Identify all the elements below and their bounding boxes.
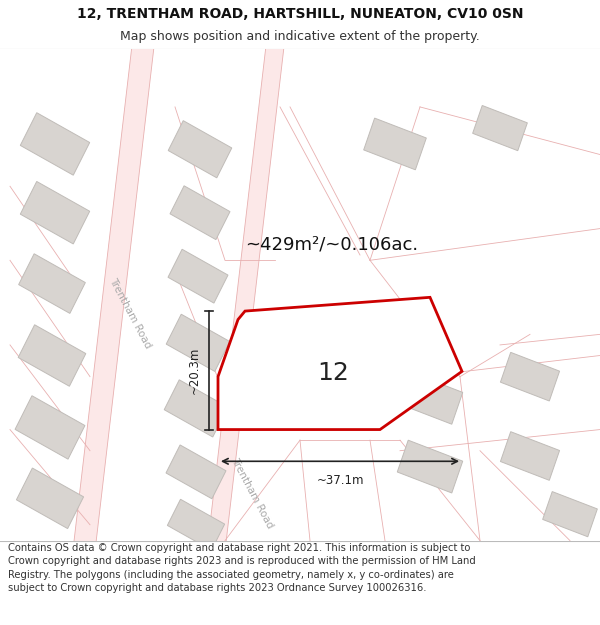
- Text: 12, TRENTHAM ROAD, HARTSHILL, NUNEATON, CV10 0SN: 12, TRENTHAM ROAD, HARTSHILL, NUNEATON, …: [77, 7, 523, 21]
- Polygon shape: [500, 352, 560, 401]
- Polygon shape: [20, 181, 90, 244]
- Polygon shape: [164, 380, 228, 437]
- Polygon shape: [166, 445, 226, 499]
- Polygon shape: [397, 440, 463, 493]
- Polygon shape: [19, 254, 85, 313]
- Polygon shape: [473, 106, 527, 151]
- Text: ~37.1m: ~37.1m: [316, 474, 364, 487]
- Text: Map shows position and indicative extent of the property.: Map shows position and indicative extent…: [120, 30, 480, 43]
- Text: Trentham Road: Trentham Road: [229, 456, 275, 530]
- Polygon shape: [15, 396, 85, 459]
- Polygon shape: [168, 249, 228, 303]
- Polygon shape: [167, 499, 224, 550]
- Polygon shape: [168, 121, 232, 178]
- Polygon shape: [166, 314, 230, 371]
- Polygon shape: [207, 36, 285, 551]
- Text: 12: 12: [317, 361, 349, 385]
- Polygon shape: [364, 118, 427, 170]
- Polygon shape: [542, 492, 598, 537]
- Polygon shape: [397, 371, 463, 424]
- Polygon shape: [20, 112, 90, 175]
- Polygon shape: [73, 36, 155, 551]
- Polygon shape: [500, 432, 560, 481]
- Polygon shape: [218, 298, 462, 429]
- Text: ~429m²/~0.106ac.: ~429m²/~0.106ac.: [245, 236, 418, 254]
- Text: ~20.3m: ~20.3m: [188, 347, 201, 394]
- Text: Contains OS data © Crown copyright and database right 2021. This information is : Contains OS data © Crown copyright and d…: [8, 543, 476, 592]
- Polygon shape: [16, 468, 83, 529]
- Text: Trentham Road: Trentham Road: [107, 276, 153, 350]
- Polygon shape: [170, 186, 230, 239]
- Polygon shape: [18, 325, 86, 386]
